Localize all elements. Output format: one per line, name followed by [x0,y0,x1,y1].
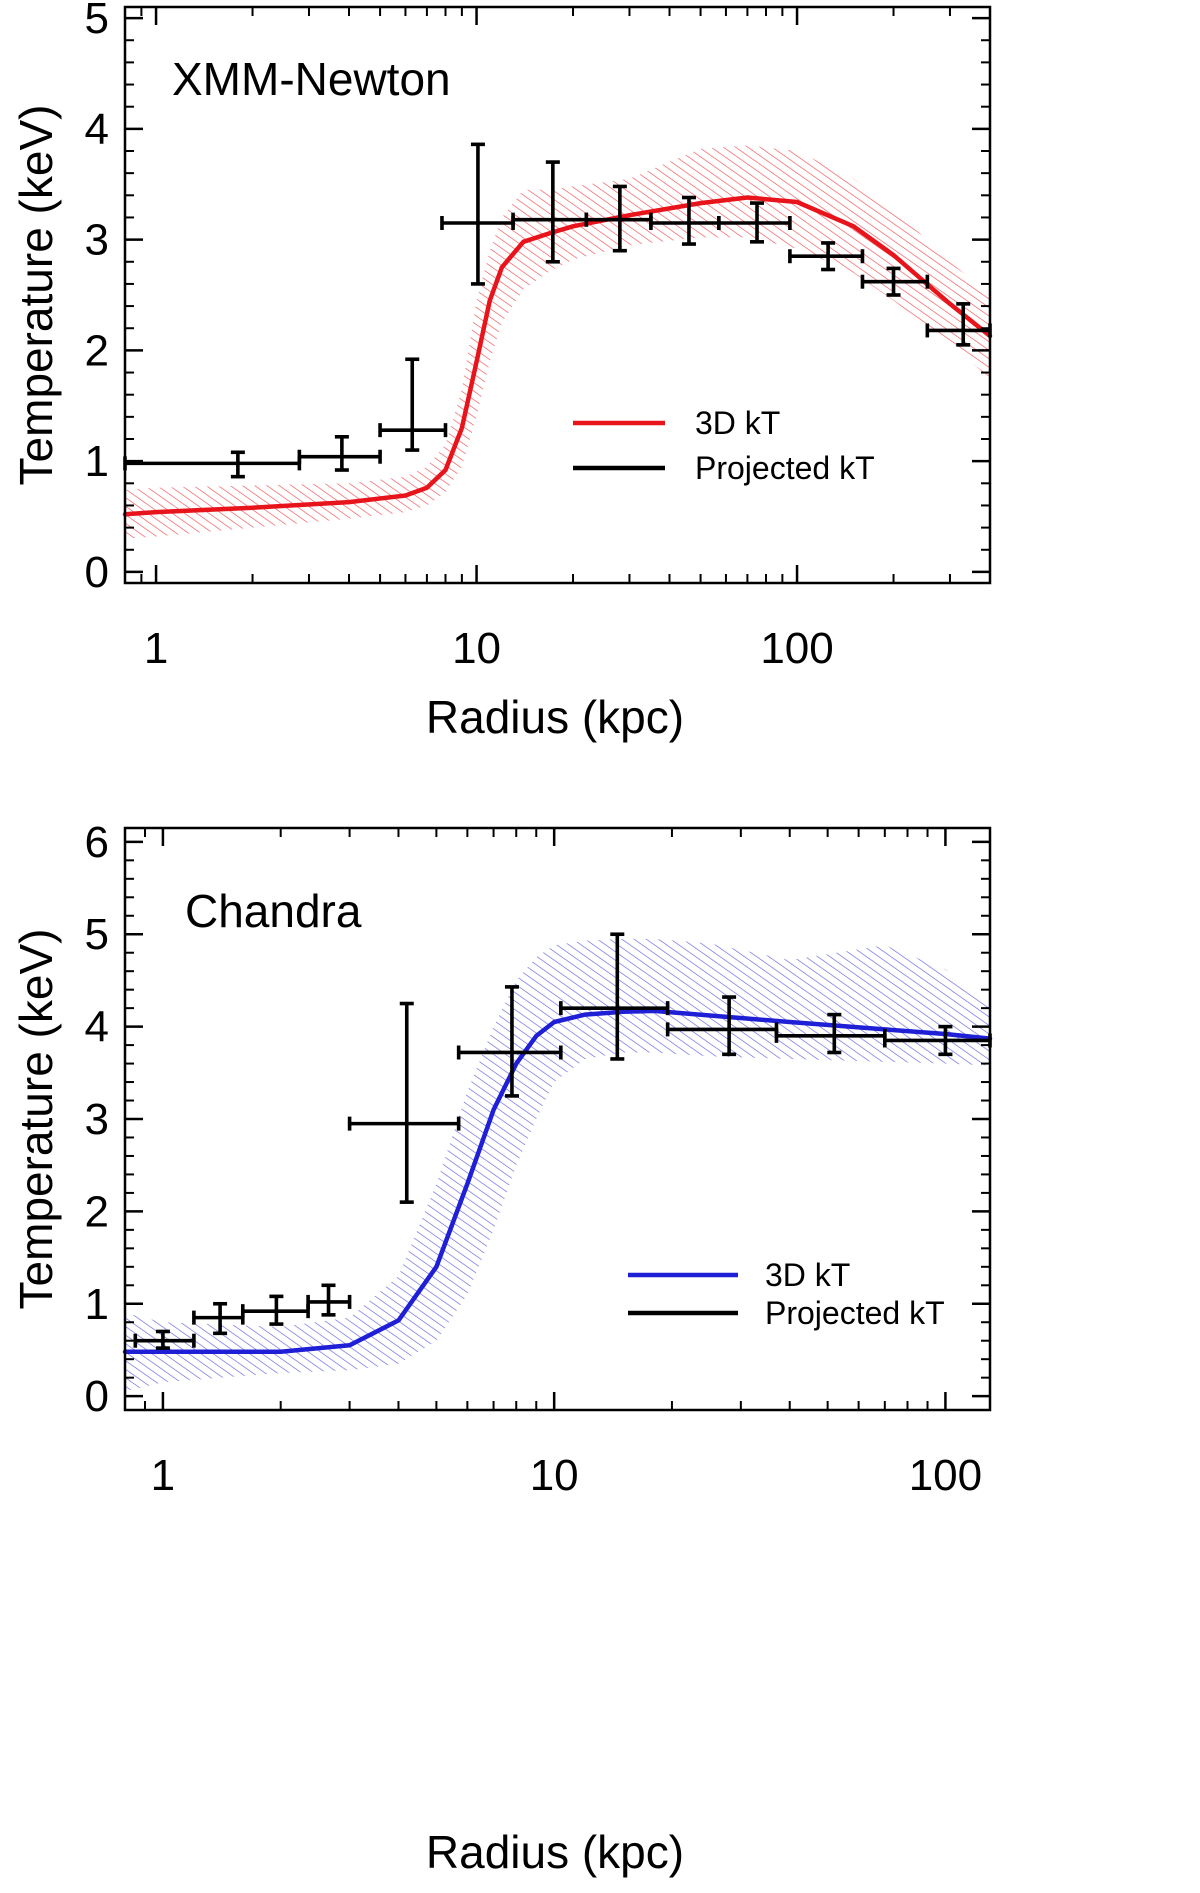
y-tick-label: 4 [85,105,109,154]
data-point-5 [347,1001,461,1204]
confidence-band [125,938,990,1392]
legend: 3D kT Projected kT [573,405,875,486]
legend-label-projected-kt: Projected kT [765,1295,945,1331]
panel-title: XMM-Newton [172,53,451,105]
data-point-1 [123,450,302,479]
data-point-8 [665,995,779,1057]
data-point-10 [860,266,930,297]
y-tick-label: 1 [85,1280,109,1329]
y-tick-label: 3 [85,216,109,265]
x-axis-title: Radius (kpc) [426,691,684,743]
data-point-8 [717,201,792,244]
y-tick-label: 3 [85,1095,109,1144]
x-tick-label: 100 [760,624,833,673]
plot-frame [123,5,992,585]
data-point-6 [584,184,653,253]
data-point-9 [788,241,865,272]
x-axis-title: Radius (kpc) [426,1826,684,1878]
x-tick-label: 10 [530,1451,579,1500]
y-tick-label: 0 [85,1372,109,1421]
legend-label-3d-kt: 3D kT [765,1257,850,1293]
y-tick-label: 2 [85,326,109,375]
model-3d-kt-line [122,195,993,517]
y-axis-title: Temperature (keV) [10,105,62,486]
data-point-3 [378,357,448,452]
data-point-4 [306,1283,352,1317]
y-tick-label: 5 [85,910,109,959]
y-axis-title: Temperature (keV) [10,929,62,1310]
data-point-2 [192,1301,245,1336]
panel-title: Chandra [185,885,362,937]
x-tick-label: 1 [151,1451,175,1500]
model-3d-kt-line [122,1008,993,1355]
y-tick-label: 6 [85,818,109,867]
x-tick-label: 100 [909,1451,982,1500]
data-point-6 [456,985,563,1098]
y-tick-label: 1 [85,437,109,486]
legend-label-projected-kt: Projected kT [695,450,875,486]
legend-label-3d-kt: 3D kT [695,405,780,441]
y-tick-label: 5 [85,0,109,43]
y-tick-label: 0 [85,548,109,597]
x-tick-label: 10 [452,624,501,673]
data-point-1 [133,1329,196,1350]
y-tick-label: 4 [85,1003,109,1052]
data-point-2 [297,434,382,472]
y-tick-label: 2 [85,1187,109,1236]
confidence-band [125,145,990,539]
x-tick-label: 1 [144,624,168,673]
data-point-10 [883,1024,992,1057]
data-point-7 [559,932,670,1061]
